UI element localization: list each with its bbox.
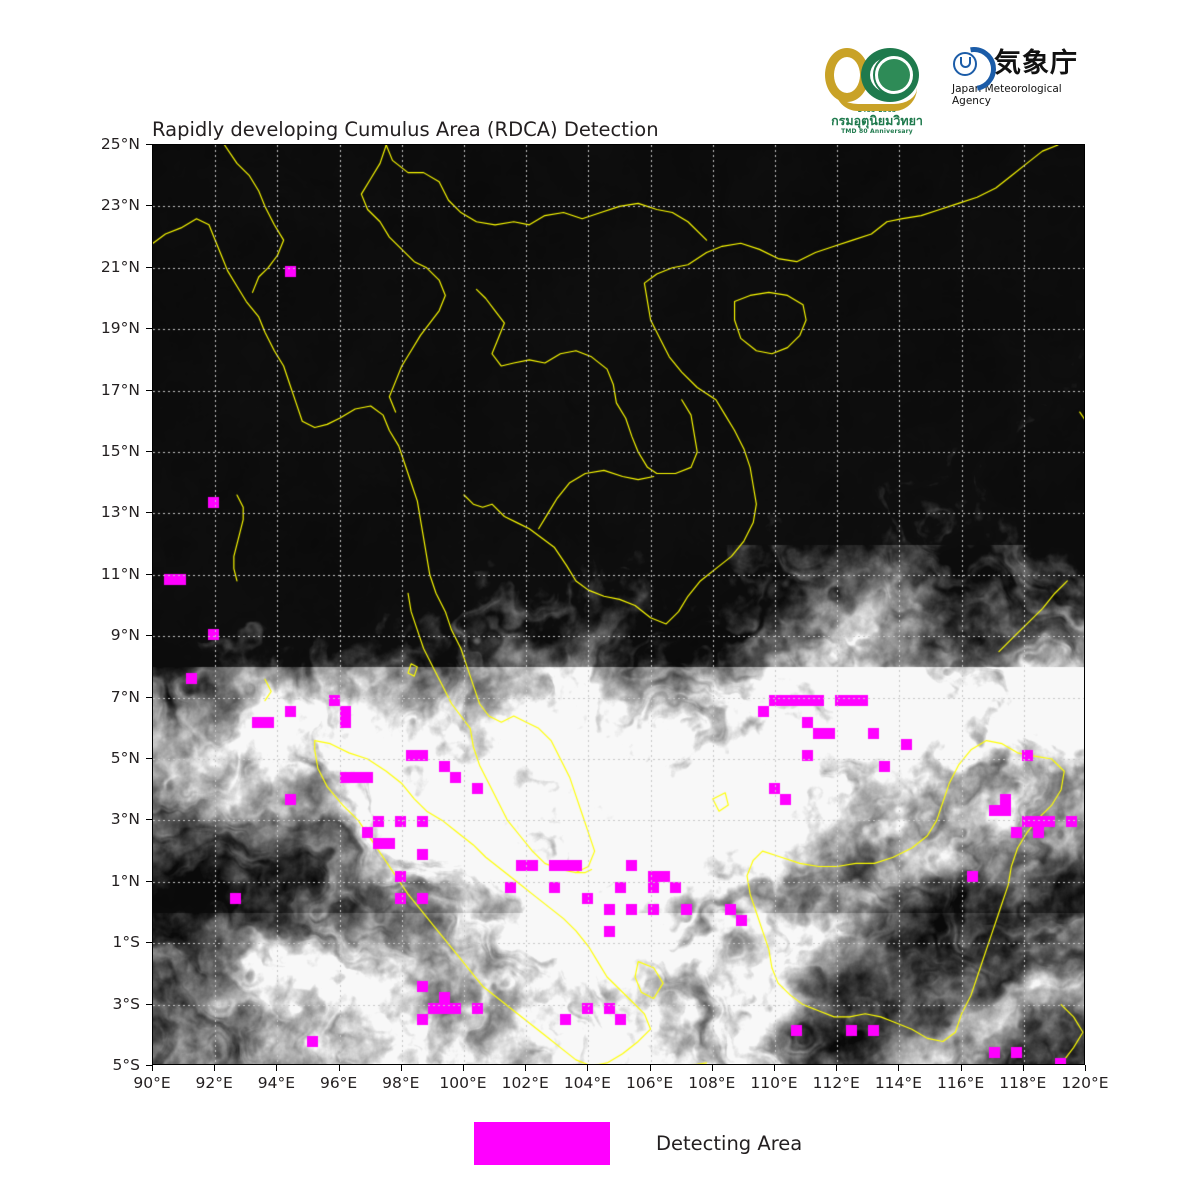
legend-label: Detecting Area (656, 1132, 803, 1155)
y-tick-mark (146, 328, 152, 330)
y-tick-mark (146, 512, 152, 514)
y-tick-label: 1°N (110, 871, 140, 890)
jma-disc-icon (953, 52, 977, 76)
y-tick-label: 15°N (100, 442, 140, 460)
satellite-map-plot (152, 144, 1085, 1065)
y-tick-label: 5°N (110, 749, 140, 767)
satellite-imagery-canvas (153, 145, 1084, 1064)
y-tick-mark (146, 880, 152, 882)
x-tick-label: 90°E (133, 1074, 171, 1092)
y-tick-mark (146, 451, 152, 452)
x-tick-label: 110°E (750, 1074, 798, 1092)
title-product: Rapidly developing Cumulus Area (RDCA) D… (152, 118, 659, 141)
jma-u-icon (960, 57, 971, 68)
y-tick-mark (146, 144, 152, 145)
logo-group: 2485-2565 กรมอุตุนิยมวิทยา TMD 80 Annive… (818, 38, 1102, 142)
y-tick-label: 13°N (100, 503, 140, 522)
y-tick-label: 11°N (100, 564, 140, 583)
tmd-swoosh-icon (835, 88, 917, 111)
x-tick-mark (525, 1065, 527, 1071)
tmd-seal-inner-icon (878, 59, 910, 91)
y-tick-mark (146, 573, 152, 575)
x-tick-mark (898, 1065, 900, 1071)
y-tick-mark (146, 266, 152, 268)
y-tick-label: 17°N (100, 380, 140, 399)
y-tick-label: 7°N (110, 687, 140, 706)
jma-logo-top: 気象庁 (943, 38, 1102, 100)
x-tick-mark (338, 1065, 340, 1071)
jma-logo: 気象庁 Japan Meteorological Agency (943, 38, 1102, 108)
x-tick-label: 114°E (874, 1074, 922, 1092)
x-tick-label: 104°E (563, 1074, 611, 1092)
jma-kanji-name: 気象庁 (994, 48, 1078, 79)
tmd-anniversary-logo: 2485-2565 กรมอุตุนิยมวิทยา TMD 80 Annive… (818, 46, 936, 142)
x-tick-mark (1022, 1065, 1024, 1071)
legend: Detecting Area (474, 1122, 802, 1165)
x-tick-mark (774, 1065, 775, 1071)
y-tick-label: 5°S (112, 1056, 140, 1074)
header: Rapidly developing Cumulus Area (RDCA) D… (0, 0, 1200, 303)
x-tick-mark (400, 1065, 402, 1071)
y-tick-label: 19°N (100, 319, 140, 338)
x-tick-label: 118°E (999, 1074, 1047, 1092)
y-tick-label: 9°N (110, 626, 140, 645)
x-tick-mark (276, 1065, 278, 1071)
y-tick-mark (146, 1065, 152, 1066)
x-tick-mark (463, 1065, 464, 1071)
y-tick-label: 23°N (100, 196, 140, 215)
x-tick-label: 94°E (257, 1074, 296, 1092)
x-tick-label: 102°E (501, 1074, 549, 1092)
x-tick-mark (960, 1065, 962, 1071)
y-tick-mark (146, 696, 152, 698)
y-tick-mark (146, 1003, 152, 1005)
y-tick-mark (146, 819, 152, 821)
y-tick-mark (146, 635, 152, 637)
x-tick-mark (711, 1065, 713, 1071)
y-tick-label: 3°N (110, 810, 140, 829)
x-tick-mark (214, 1065, 216, 1071)
x-tick-label: 120°E (1061, 1074, 1109, 1092)
x-tick-label: 106°E (626, 1074, 674, 1092)
x-tick-label: 116°E (937, 1074, 985, 1092)
x-tick-label: 112°E (812, 1074, 860, 1092)
x-tick-mark (152, 1065, 153, 1071)
x-tick-label: 92°E (195, 1074, 233, 1092)
y-tick-mark (146, 389, 152, 391)
tmd-thai-name: กรมอุตุนิยมวิทยา (831, 113, 923, 128)
x-tick-label: 98°E (382, 1074, 420, 1092)
y-tick-label: 21°N (100, 257, 140, 276)
x-tick-label: 100°E (439, 1074, 487, 1092)
tmd-emblem-icon (821, 46, 933, 111)
x-tick-mark (587, 1065, 589, 1071)
y-tick-label: 3°S (112, 994, 140, 1013)
jma-emblem-icon (943, 38, 1005, 100)
legend-color-swatch (474, 1122, 610, 1165)
x-tick-mark (649, 1065, 651, 1071)
x-tick-mark (836, 1065, 838, 1071)
x-tick-label: 108°E (688, 1074, 736, 1092)
jma-english-name: Japan Meteorological Agency (952, 83, 1062, 107)
x-tick-mark (1085, 1065, 1086, 1071)
y-tick-mark (146, 758, 152, 759)
plot-frame (152, 144, 1085, 1065)
y-tick-mark (146, 205, 152, 207)
y-tick-label: 1°S (112, 933, 140, 952)
tmd-english-name: TMD 80 Anniversary (841, 128, 913, 135)
y-tick-label: 25°N (100, 135, 140, 153)
x-tick-label: 96°E (319, 1074, 358, 1092)
y-tick-mark (146, 942, 152, 944)
